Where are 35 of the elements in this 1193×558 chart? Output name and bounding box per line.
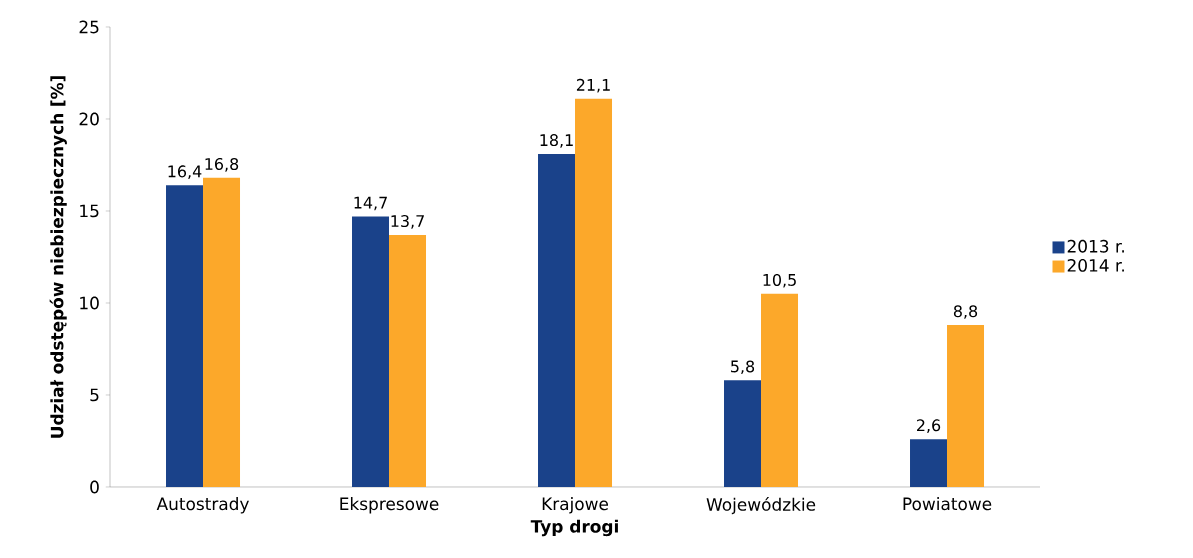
- x-tick-label: Wojewódzkie: [706, 497, 816, 515]
- x-tick-label: Krajowe: [542, 497, 609, 514]
- y-tick-label: 0: [90, 480, 99, 494]
- data-label: 18,1: [540, 134, 573, 148]
- bar: [761, 293, 799, 487]
- x-tick-label: Powiatowe: [903, 497, 992, 511]
- data-label: 16,4: [168, 165, 202, 180]
- bar: [947, 325, 985, 487]
- bar: [575, 98, 613, 487]
- y-tick-label: 10: [80, 296, 99, 310]
- data-label: 21,1: [576, 78, 610, 93]
- data-label: 10,5: [763, 273, 796, 288]
- data-label: 2,6: [917, 419, 941, 433]
- bar: [389, 234, 427, 487]
- data-label: 16,8: [205, 157, 239, 172]
- x-axis-title: Typ drogi: [530, 519, 618, 537]
- y-tick-label: 25: [79, 20, 99, 34]
- x-tick-label: Autostrady: [156, 497, 249, 514]
- y-tick-label: 15: [80, 204, 99, 218]
- y-axis-title: Udział odstępów niebiezpiecznych [%]: [49, 76, 67, 438]
- x-tick-label: Ekspresowe: [340, 497, 439, 514]
- data-label: 14,7: [354, 196, 387, 211]
- y-tick-label: 20: [79, 112, 99, 126]
- bar: [910, 439, 948, 487]
- bar: [538, 153, 576, 487]
- data-label: 5,8: [731, 360, 755, 375]
- bar: [724, 380, 762, 487]
- data-label: 13,7: [391, 215, 424, 229]
- bar: [166, 185, 204, 487]
- bar: [203, 177, 241, 487]
- bar: [352, 216, 390, 487]
- y-tick-label: 5: [90, 388, 99, 402]
- legend-label: 2014 r.: [1067, 258, 1124, 272]
- legend-label: 2013 r.: [1067, 239, 1124, 253]
- data-label: 8,8: [953, 305, 978, 319]
